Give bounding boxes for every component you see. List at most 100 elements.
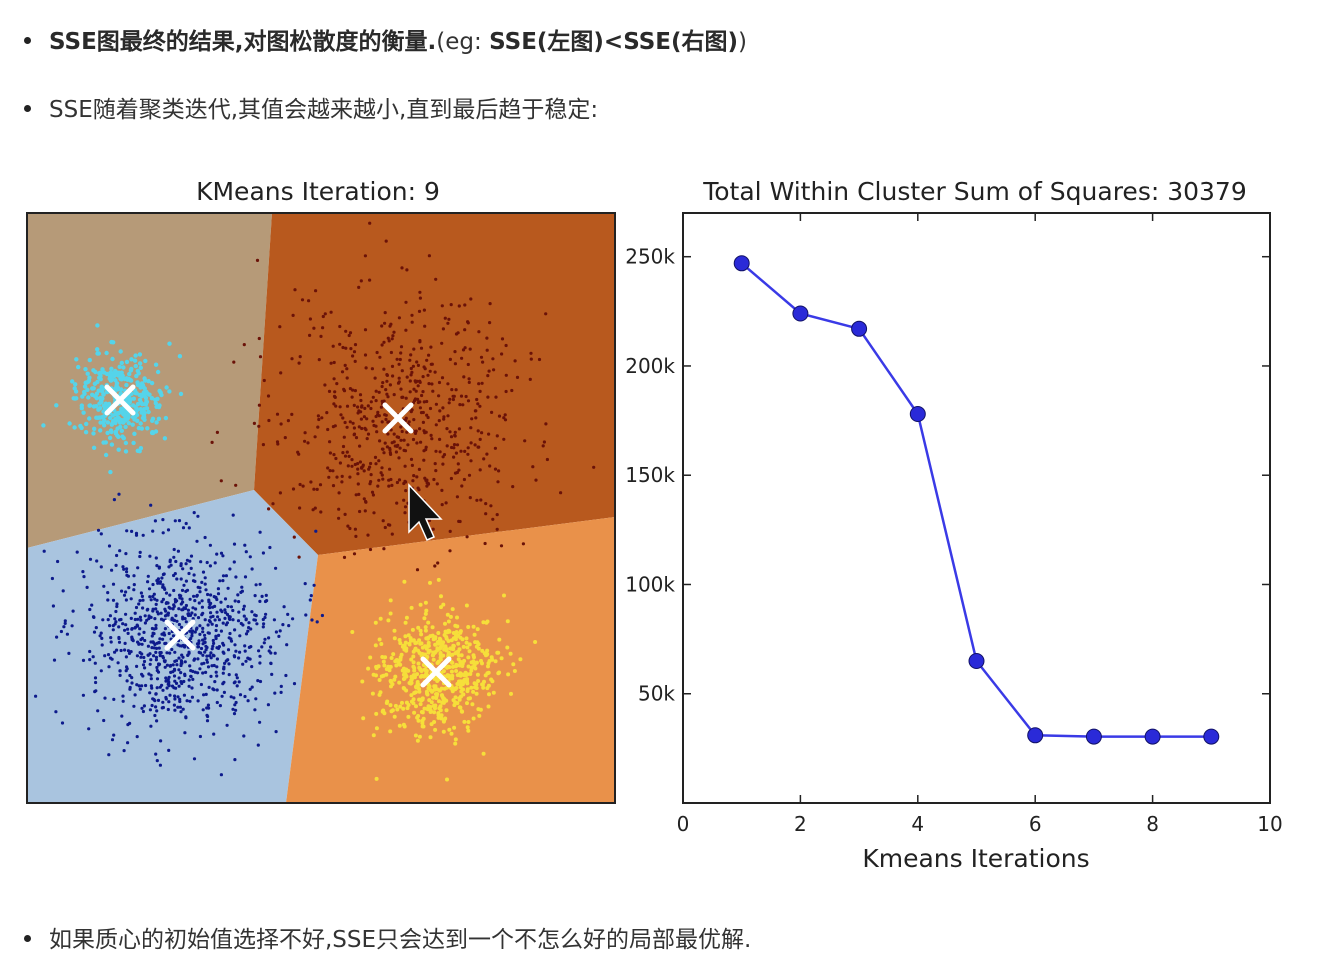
scatter-point [173, 694, 177, 698]
scatter-point [292, 535, 296, 539]
scatter-point [433, 703, 438, 708]
scatter-point [405, 430, 409, 434]
scatter-point [389, 350, 393, 355]
scatter-point [291, 313, 295, 317]
scatter-point [356, 405, 360, 409]
scatter-point [109, 366, 114, 371]
scatter-point [183, 731, 187, 735]
scatter-point [93, 690, 97, 694]
scatter-point [91, 404, 97, 409]
scatter-point [358, 460, 362, 464]
scatter-point [370, 367, 374, 371]
bullet-text-normal: (eg: [436, 29, 490, 55]
scatter-point [343, 420, 347, 425]
scatter-point [266, 703, 270, 707]
scatter-point [497, 414, 502, 418]
scatter-point [403, 620, 408, 625]
scatter-point [476, 402, 480, 406]
scatter-point [271, 502, 275, 506]
scatter-point [220, 610, 224, 614]
scatter-point [390, 364, 395, 368]
scatter-point [99, 631, 103, 635]
scatter-point [393, 659, 398, 664]
scatter-point [479, 498, 483, 502]
scatter-point [300, 298, 305, 302]
scatter-point [177, 668, 181, 672]
scatter-point [100, 367, 105, 372]
scatter-point [485, 452, 489, 456]
scatter-point [458, 679, 463, 684]
scatter-point [456, 462, 460, 466]
scatter-point [143, 638, 147, 643]
scatter-point [425, 654, 430, 659]
scatter-point [486, 395, 490, 399]
scatter-point [236, 619, 241, 623]
scatter-point [368, 482, 372, 486]
scatter-point [138, 446, 144, 451]
scatter-point [349, 347, 353, 351]
scatter-point [480, 381, 484, 385]
scatter-point [97, 375, 102, 380]
scatter-point [167, 341, 172, 346]
scatter-point [377, 459, 381, 463]
scatter-point [410, 370, 414, 374]
x-tick-label: 2 [794, 812, 807, 836]
scatter-point [178, 644, 182, 648]
scatter-point [202, 661, 206, 665]
scatter-point [319, 334, 323, 338]
scatter-point [154, 705, 158, 709]
scatter-point [122, 567, 126, 571]
scatter-point [452, 443, 457, 447]
scatter-point [124, 382, 129, 388]
scatter-point [431, 695, 436, 700]
scatter-point [242, 343, 246, 347]
scatter-point [458, 403, 462, 407]
scatter-point [250, 685, 254, 689]
scatter-point [203, 618, 207, 622]
scatter-point [144, 406, 150, 411]
scatter-point [350, 630, 355, 634]
scatter-point [172, 618, 176, 622]
scatter-point [419, 632, 424, 637]
scatter-point [98, 370, 104, 375]
scatter-point [274, 630, 278, 634]
scatter-point [247, 621, 251, 625]
scatter-point [381, 659, 386, 664]
scatter-point [352, 552, 357, 556]
scatter-point [429, 433, 433, 437]
scatter-point [143, 621, 147, 625]
scatter-point [371, 733, 376, 738]
scatter-point [465, 701, 469, 706]
scatter-point [441, 406, 445, 410]
scatter-point [108, 614, 112, 618]
scatter-point [331, 484, 336, 488]
scatter-point [112, 733, 116, 737]
scatter-point [502, 593, 506, 598]
scatter-point [402, 438, 406, 442]
scatter-point [146, 653, 150, 657]
scatter-point [423, 672, 428, 677]
scatter-point [126, 741, 130, 745]
scatter-point [476, 445, 480, 449]
scatter-point [206, 665, 211, 669]
scatter-point [155, 677, 160, 681]
scatter-point [346, 464, 350, 468]
scatter-point [124, 612, 128, 616]
scatter-point [118, 673, 122, 678]
scatter-point [405, 375, 409, 379]
scatter-point [125, 573, 129, 577]
scatter-point [132, 358, 138, 363]
scatter-point [177, 607, 181, 611]
scatter-point [382, 451, 386, 455]
scatter-point [338, 405, 342, 409]
scatter-point [189, 674, 193, 679]
scatter-point [307, 299, 311, 303]
scatter-point [486, 661, 491, 666]
scatter-point [202, 693, 206, 697]
scatter-point [187, 650, 191, 654]
scatter-point [313, 435, 317, 439]
scatter-point [500, 352, 504, 356]
scatter-point [252, 421, 256, 425]
scatter-point [433, 727, 438, 732]
scatter-point [133, 363, 138, 369]
